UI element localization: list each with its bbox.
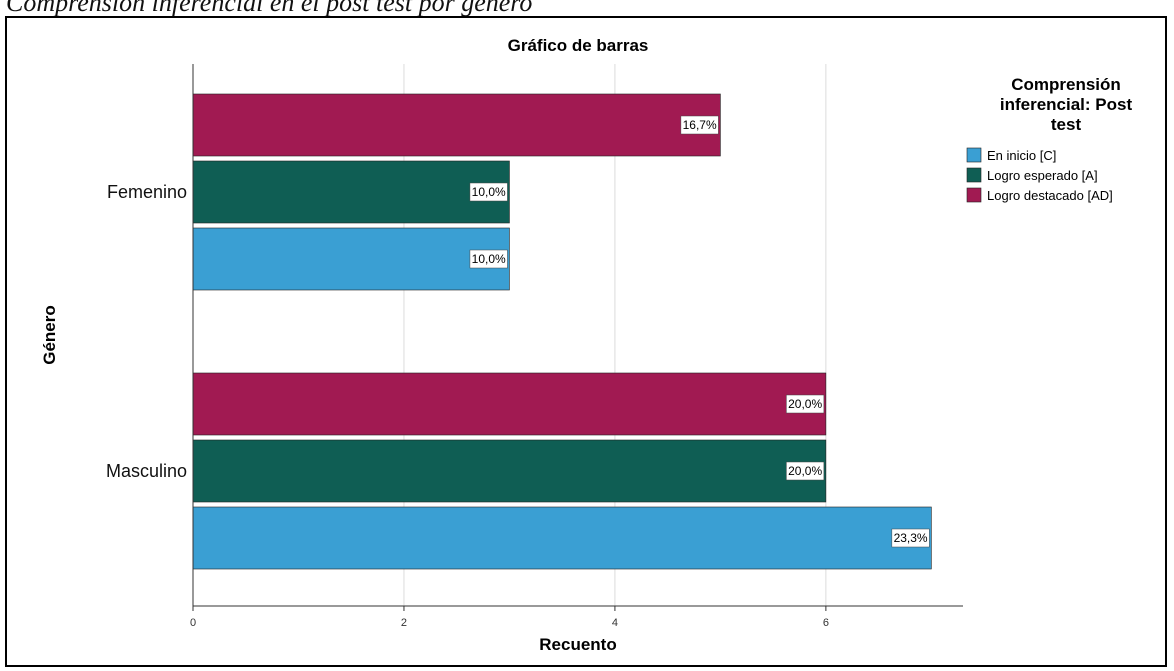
- data-label: 10,0%: [472, 185, 506, 199]
- data-label-box: [680, 115, 719, 135]
- chart-title: Gráfico de barras: [508, 36, 649, 55]
- data-label: 16,7%: [683, 118, 717, 132]
- data-label: 20,0%: [788, 397, 822, 411]
- data-label: 20,0%: [788, 464, 822, 478]
- x-axis-title: Recuento: [539, 635, 616, 654]
- bar-masculino-series-0: [192, 506, 932, 570]
- data-label-box: [786, 394, 825, 414]
- legend-swatch-2: [966, 187, 982, 203]
- bar-chart: 16,7% 10,0% 10,0% 20,0% 20,0% 23,3% 0 2 4 6 Feme…: [7, 18, 1165, 665]
- legend-title-line: inferencial: Post: [1000, 95, 1133, 114]
- legend-label-0: En inicio [C]: [987, 148, 1056, 163]
- bar-femenino-series-2: [192, 93, 721, 157]
- legend-title-line: Comprensión: [1011, 75, 1121, 94]
- data-label-box: [469, 182, 508, 202]
- bar-masculino-series-1: [192, 439, 827, 503]
- x-tick-label: 2: [401, 617, 407, 629]
- chart-frame: 16,7% 10,0% 10,0% 20,0% 20,0% 23,3% 0 2 4 6 Feme…: [5, 16, 1167, 667]
- data-label-box: [891, 528, 930, 548]
- legend-label-2: Logro destacado [AD]: [987, 188, 1113, 203]
- category-label-masculino: Masculino: [106, 461, 187, 481]
- x-ticks: 0 2 4 6: [190, 606, 829, 629]
- bar-femenino-series-1: [192, 160, 510, 224]
- bar-masculino-series-2: [192, 372, 827, 436]
- bar-femenino-series-0: [192, 227, 510, 291]
- category-label-femenino: Femenino: [107, 182, 187, 202]
- data-label: 10,0%: [472, 252, 506, 266]
- y-axis-title: Género: [40, 305, 59, 365]
- figure-caption: Comprensión inferencial en el post test …: [6, 0, 533, 17]
- legend-swatch-0: [966, 147, 982, 163]
- legend-label-1: Logro esperado [A]: [987, 168, 1098, 183]
- data-label-box: [469, 249, 508, 269]
- category-labels: Femenino Masculino: [106, 182, 187, 481]
- data-label: 23,3%: [894, 531, 928, 545]
- bars: 16,7% 10,0% 10,0% 20,0% 20,0% 23,3%: [192, 93, 932, 570]
- legend-swatch-1: [966, 167, 982, 183]
- legend-title-line: test: [1051, 115, 1082, 134]
- x-tick-label: 4: [612, 617, 618, 629]
- x-tick-label: 0: [190, 617, 196, 629]
- x-tick-label: 6: [823, 617, 829, 629]
- data-label-box: [786, 461, 825, 481]
